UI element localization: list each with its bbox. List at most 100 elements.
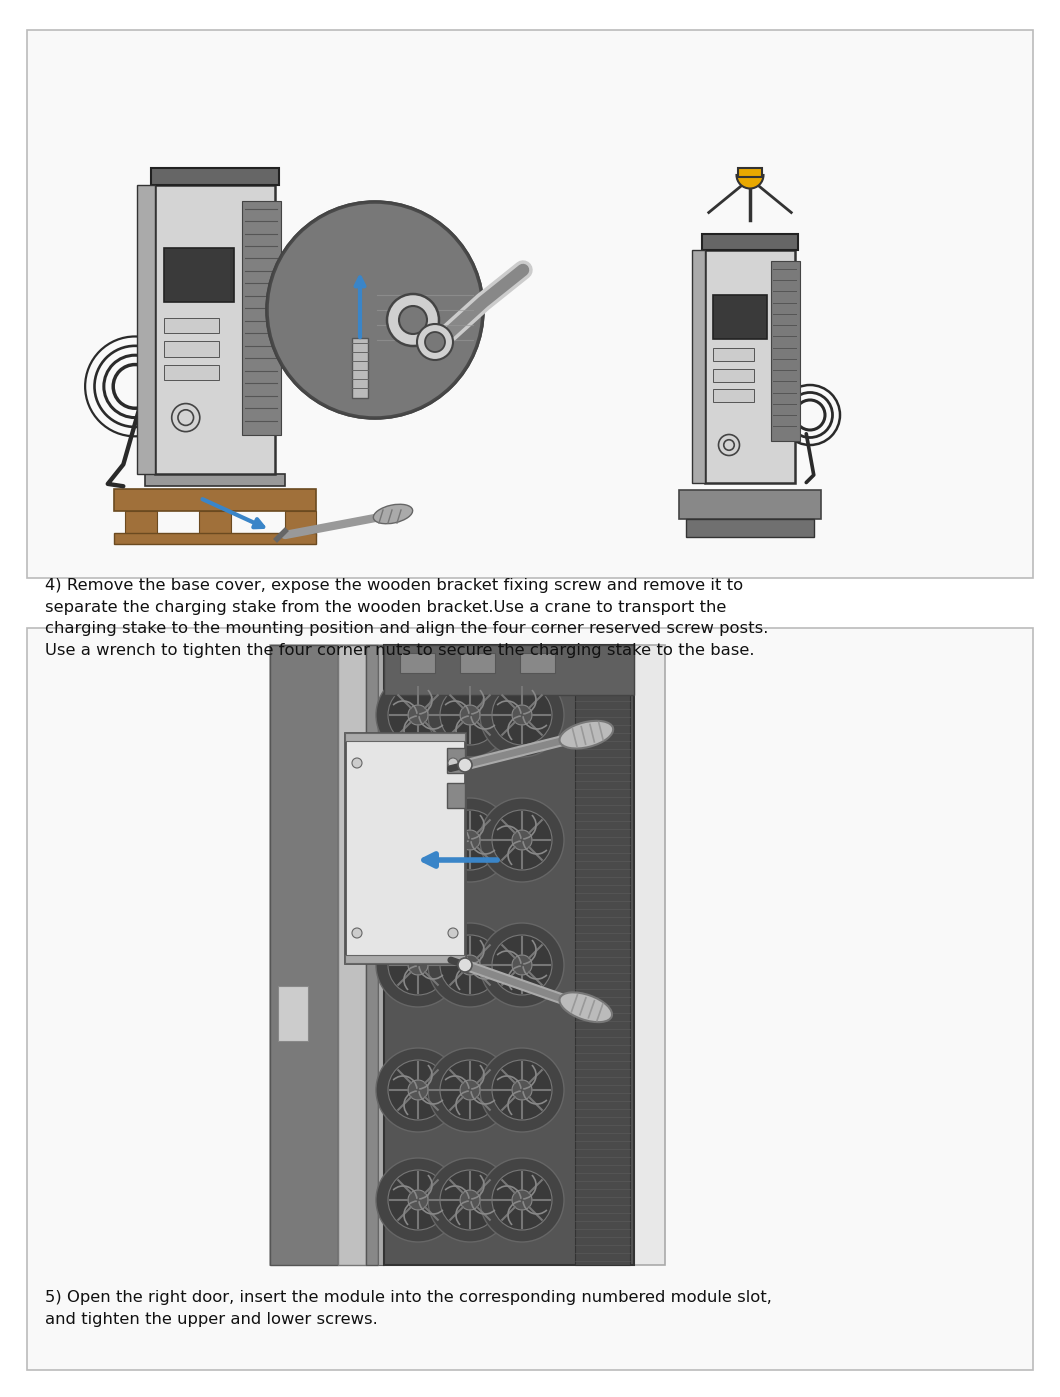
Wedge shape (737, 175, 763, 189)
Bar (26, 29, 1034, 578)
Bar (344, 956, 465, 963)
Circle shape (440, 935, 500, 995)
Circle shape (458, 958, 472, 972)
Bar (712, 369, 754, 381)
Circle shape (408, 956, 428, 975)
Circle shape (492, 685, 552, 745)
Circle shape (428, 798, 512, 882)
Circle shape (480, 673, 564, 757)
Circle shape (480, 1048, 564, 1132)
Bar (678, 490, 822, 518)
Bar (702, 233, 798, 250)
Bar (712, 388, 754, 402)
Circle shape (388, 810, 448, 870)
Bar (164, 365, 218, 380)
Ellipse shape (373, 504, 412, 524)
Bar (384, 645, 634, 694)
Circle shape (428, 673, 512, 757)
Bar (575, 645, 630, 1266)
Circle shape (492, 935, 552, 995)
Circle shape (399, 306, 427, 334)
Bar (270, 645, 665, 1266)
Text: 5) Open the right door, insert the module into the corresponding numbered module: 5) Open the right door, insert the modul… (45, 1289, 772, 1327)
Bar (285, 511, 316, 536)
Bar (26, 629, 1034, 1370)
Bar (113, 534, 316, 543)
Text: 4) Remove the base cover, expose the wooden bracket fixing screw and remove it t: 4) Remove the base cover, expose the woo… (45, 578, 768, 658)
Bar (344, 733, 465, 740)
Bar (278, 986, 308, 1041)
Circle shape (512, 1080, 532, 1099)
Bar (520, 652, 555, 673)
Circle shape (428, 1048, 512, 1132)
Bar (771, 261, 799, 441)
Circle shape (440, 810, 500, 870)
Circle shape (428, 923, 512, 1007)
Bar (352, 338, 368, 398)
Circle shape (492, 1171, 552, 1229)
Circle shape (512, 705, 532, 725)
Circle shape (440, 1060, 500, 1120)
Bar (712, 348, 754, 360)
Bar (705, 250, 795, 482)
Bar (691, 250, 705, 482)
Circle shape (440, 1171, 500, 1229)
Bar (447, 782, 465, 807)
Circle shape (460, 830, 480, 849)
Circle shape (417, 324, 453, 360)
Bar (125, 511, 157, 536)
Bar (378, 645, 384, 1266)
Circle shape (388, 935, 448, 995)
Bar (447, 747, 465, 773)
Bar (686, 518, 814, 538)
Circle shape (408, 705, 428, 725)
Circle shape (376, 923, 460, 1007)
Circle shape (480, 923, 564, 1007)
Circle shape (448, 759, 458, 768)
Bar (164, 317, 218, 334)
Circle shape (388, 685, 448, 745)
Bar (384, 645, 634, 1266)
Circle shape (376, 798, 460, 882)
Bar (164, 341, 218, 356)
Bar (338, 645, 366, 1266)
Circle shape (480, 798, 564, 882)
Bar (155, 186, 276, 474)
Circle shape (512, 830, 532, 849)
Bar (164, 247, 234, 302)
Circle shape (408, 1190, 428, 1210)
Circle shape (388, 1060, 448, 1120)
Circle shape (267, 203, 483, 418)
Bar (738, 168, 762, 176)
Bar (712, 295, 766, 338)
Circle shape (376, 1158, 460, 1242)
Circle shape (458, 759, 472, 773)
Circle shape (460, 956, 480, 975)
Circle shape (460, 1190, 480, 1210)
Bar (138, 186, 155, 474)
Circle shape (388, 1171, 448, 1229)
Circle shape (352, 759, 363, 768)
Bar (344, 733, 465, 963)
Bar (400, 652, 435, 673)
Bar (243, 201, 281, 434)
Circle shape (492, 810, 552, 870)
Bar (366, 645, 378, 1266)
Bar (199, 511, 231, 536)
Circle shape (460, 705, 480, 725)
Circle shape (408, 1080, 428, 1099)
Circle shape (480, 1158, 564, 1242)
Circle shape (448, 928, 458, 937)
Bar (460, 652, 495, 673)
Circle shape (376, 673, 460, 757)
Circle shape (512, 956, 532, 975)
Ellipse shape (560, 721, 613, 749)
Ellipse shape (560, 992, 612, 1023)
Circle shape (512, 1190, 532, 1210)
Circle shape (352, 928, 363, 937)
Circle shape (267, 203, 483, 418)
Bar (152, 168, 279, 186)
Circle shape (428, 1158, 512, 1242)
Circle shape (408, 830, 428, 849)
Circle shape (387, 293, 439, 346)
